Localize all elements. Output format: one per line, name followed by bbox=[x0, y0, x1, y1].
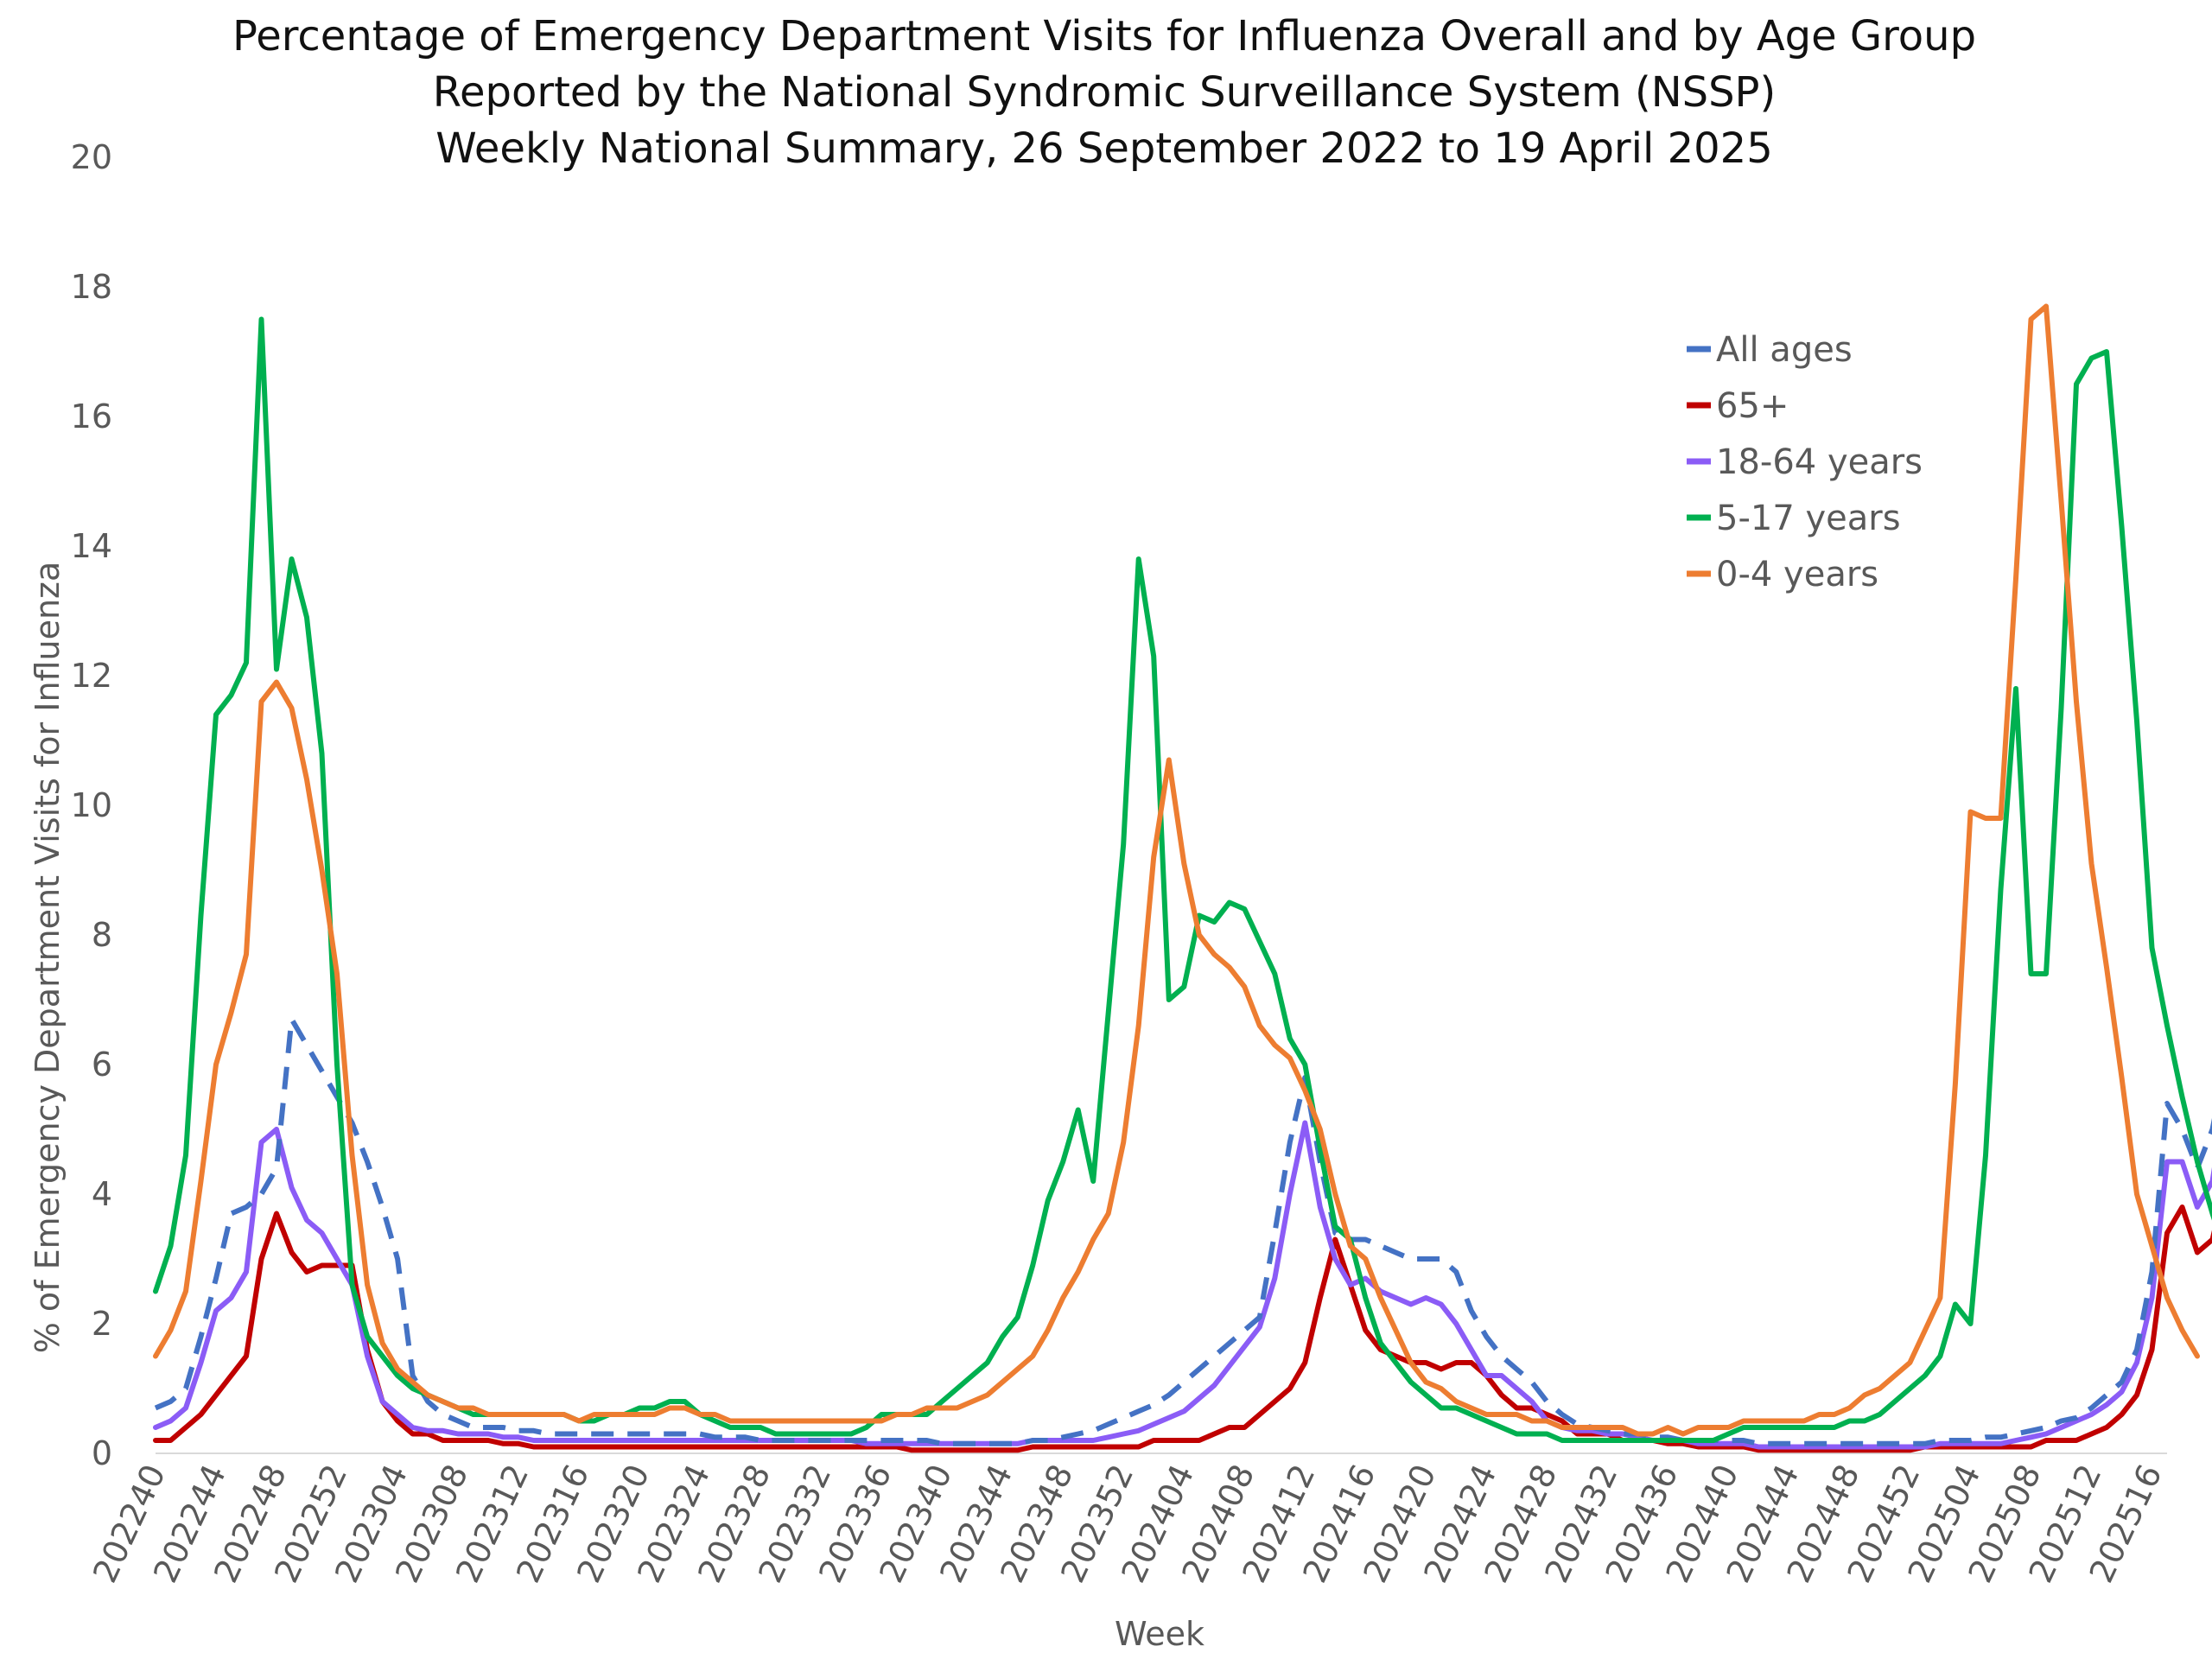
series-line-65 bbox=[153, 1205, 2212, 1453]
legend: All ages 65+ 18-64 years 5-17 years 0-4 year… bbox=[1687, 330, 1923, 594]
chart-title: Percentage of Emergency Department Visit… bbox=[232, 12, 1976, 173]
legend-item: All ages bbox=[1687, 330, 1853, 370]
y-axis-title: % of Emergency Department Visits for Inf… bbox=[29, 562, 67, 1354]
y-tick-label: 12 bbox=[71, 657, 112, 695]
y-tick-label: 8 bbox=[92, 916, 112, 954]
series-line-all-ages bbox=[154, 1016, 2212, 1446]
y-tick-label: 2 bbox=[92, 1305, 112, 1343]
y-tick-label: 6 bbox=[92, 1046, 112, 1084]
y-tick-label: 14 bbox=[71, 527, 112, 565]
series-lines bbox=[153, 303, 2212, 1453]
legend-item: 65+ bbox=[1687, 386, 1789, 426]
y-tick-label: 16 bbox=[71, 397, 112, 435]
y-tick-label: 20 bbox=[71, 138, 112, 176]
legend-item: 18-64 years bbox=[1687, 442, 1923, 482]
legend-item: 5-17 years bbox=[1687, 499, 1901, 538]
series-line-0-4-years bbox=[153, 303, 2200, 1437]
series-line-5-17-years bbox=[153, 316, 2212, 1443]
x-axis-title: Week bbox=[1115, 1615, 1205, 1653]
legend-label: All ages bbox=[1716, 330, 1853, 370]
y-tick-label: 4 bbox=[92, 1175, 112, 1213]
legend-label: 65+ bbox=[1716, 386, 1789, 426]
legend-label: 5-17 years bbox=[1716, 499, 1901, 538]
chart-title-line-1: Percentage of Emergency Department Visit… bbox=[232, 12, 1976, 60]
x-axis-ticks: 2022402022442022482022522023042023082023… bbox=[86, 1459, 2170, 1588]
y-tick-label: 10 bbox=[71, 786, 112, 824]
y-tick-label: 0 bbox=[92, 1434, 112, 1472]
legend-label: 0-4 years bbox=[1716, 555, 1878, 594]
y-tick-label: 18 bbox=[71, 268, 112, 306]
y-axis-ticks: 0 2 4 6 8 10 12 14 16 18 20 bbox=[71, 138, 112, 1472]
chart-title-line-3: Weekly National Summary, 26 September 20… bbox=[435, 124, 1772, 173]
series-line-18-64-years bbox=[153, 1120, 2212, 1450]
legend-label: 18-64 years bbox=[1716, 442, 1923, 482]
legend-item: 0-4 years bbox=[1687, 555, 1878, 594]
chart-title-line-2: Reported by the National Syndromic Surve… bbox=[433, 68, 1776, 117]
